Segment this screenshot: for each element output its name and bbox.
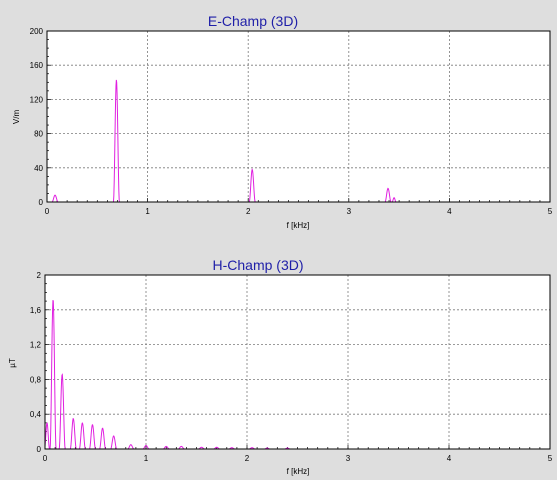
- e-field-y-tick-label: 0: [39, 198, 44, 207]
- h-field-x-tick-label: 4: [447, 454, 452, 463]
- e-field-grid: [47, 31, 550, 202]
- e-field-x-tick-label: 1: [145, 207, 150, 216]
- h-field-x-tick-label: 3: [346, 454, 351, 463]
- e-field-plot-frame: [46, 30, 551, 203]
- h-field-y-tick-label: 1,6: [30, 306, 42, 315]
- h-field-x-axis-label: f [kHz]: [287, 467, 310, 476]
- e-field-x-tick-label: 0: [45, 207, 50, 216]
- e-field-x-tick-label: 4: [447, 207, 452, 216]
- e-field-x-axis-label: f [kHz]: [287, 221, 310, 230]
- e-field-y-tick-label: 120: [30, 95, 44, 104]
- h-field-plot-frame: [44, 274, 551, 450]
- e-field-y-axis-label: V/m: [12, 110, 21, 125]
- h-field-y-tick-label: 1,2: [30, 341, 42, 350]
- e-field-y-tick-label: 40: [34, 164, 43, 173]
- h-field-x-tick-label: 0: [43, 454, 48, 463]
- e-field-chart: E-Champ (3D) 0 1 2 3 4 5 0 40 80 120 160 200 f [kH…: [12, 13, 553, 230]
- h-field-plot-area: [45, 275, 550, 449]
- h-field-y-tick-label: 0: [37, 445, 42, 454]
- e-field-y-tick-label: 160: [30, 61, 44, 70]
- e-field-x-tick-label: 5: [548, 207, 553, 216]
- h-field-y-tick-label: 0,4: [30, 410, 42, 419]
- h-field-title: H-Champ (3D): [212, 257, 303, 273]
- h-field-chart: H-Champ (3D) 0 1 2 3 4 5 0 0,4 0,8 1,2 1,6 2 f [kH…: [8, 257, 553, 476]
- e-field-title: E-Champ (3D): [208, 13, 298, 29]
- h-field-grid: [45, 275, 550, 449]
- e-field-y-ticks: 0 40 80 120 160 200: [30, 27, 51, 207]
- h-field-x-tick-label: 2: [245, 454, 250, 463]
- e-field-x-tick-label: 2: [246, 207, 251, 216]
- h-field-y-axis-label: µT: [8, 358, 17, 368]
- h-field-y-tick-label: 2: [37, 271, 42, 280]
- h-field-x-tick-label: 1: [144, 454, 149, 463]
- e-field-y-tick-label: 200: [30, 27, 44, 36]
- e-field-plot-area: [47, 31, 550, 202]
- h-field-x-tick-label: 5: [548, 454, 553, 463]
- h-field-y-tick-label: 0,8: [30, 375, 42, 384]
- e-field-x-tick-label: 3: [347, 207, 352, 216]
- e-field-y-tick-label: 80: [34, 130, 43, 139]
